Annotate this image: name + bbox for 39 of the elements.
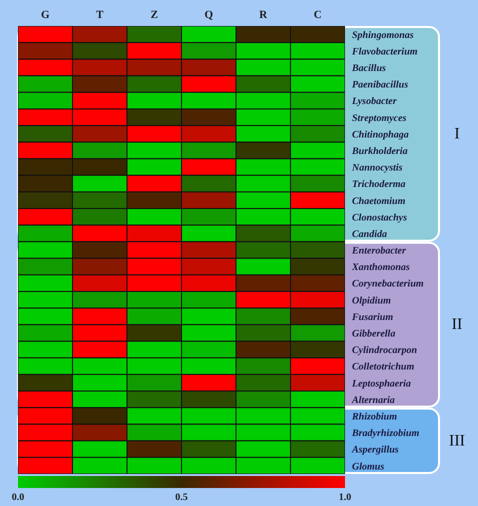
band-label: I	[454, 125, 460, 142]
y-tick-label: Streptomyces	[352, 112, 407, 124]
x-tick-label: Z	[150, 9, 158, 21]
y-tick-label: Fusarium	[351, 312, 394, 323]
y-tick-label: Burkholderia	[351, 146, 408, 157]
color-bar-label: 0.5	[175, 492, 188, 503]
x-tick-label: T	[96, 9, 104, 21]
y-tick-label: Bradyrhizobium	[351, 428, 420, 440]
y-tick-label: Leptosphaeria	[351, 378, 411, 390]
y-tick-label: Gibberella	[352, 328, 396, 340]
y-tick-label: Flavobacterium	[351, 46, 418, 58]
x-tick-label: G	[40, 9, 50, 21]
y-tick-label: Enterobacter	[351, 246, 406, 257]
y-tick-label: Lysobacter	[351, 96, 397, 108]
y-tick-label: Nannocystis	[351, 162, 403, 174]
y-tick-label: Olpidium	[352, 295, 392, 306]
y-tick-label: Trichoderma	[352, 179, 406, 190]
y-tick-label: Colletotrichum	[352, 362, 414, 373]
color-bar-label: 0.0	[12, 492, 24, 503]
y-tick-label: Chitinophaga	[352, 129, 409, 140]
y-tick-label: Rhizobium	[351, 411, 398, 422]
y-tick-label: Cylindrocarpon	[352, 345, 418, 356]
x-tick-label: R	[259, 9, 268, 21]
y-tick-label: Clonostachys	[352, 212, 408, 224]
y-tick-label: Sphingomonas	[352, 30, 414, 41]
y-tick-label: Bacillus	[351, 63, 386, 74]
band-label: II	[452, 316, 462, 334]
x-tick-label: Q	[204, 9, 214, 21]
color-bar-label: 1.0	[338, 492, 352, 503]
y-tick-label: Xanthomonas	[351, 262, 410, 274]
y-tick-label: Aspergillus	[351, 444, 399, 456]
y-tick-label: Alternaria	[351, 394, 395, 406]
y-tick-label: Paenibacillus	[352, 80, 408, 91]
y-tick-label: Glomus	[352, 461, 384, 472]
y-tick-label: Candida	[352, 228, 388, 240]
y-tick-label: Chaetomium	[352, 196, 406, 207]
y-tick-label: Corynebacterium	[352, 278, 424, 290]
band-label: III	[449, 432, 465, 450]
x-tick-label: C	[314, 9, 322, 21]
